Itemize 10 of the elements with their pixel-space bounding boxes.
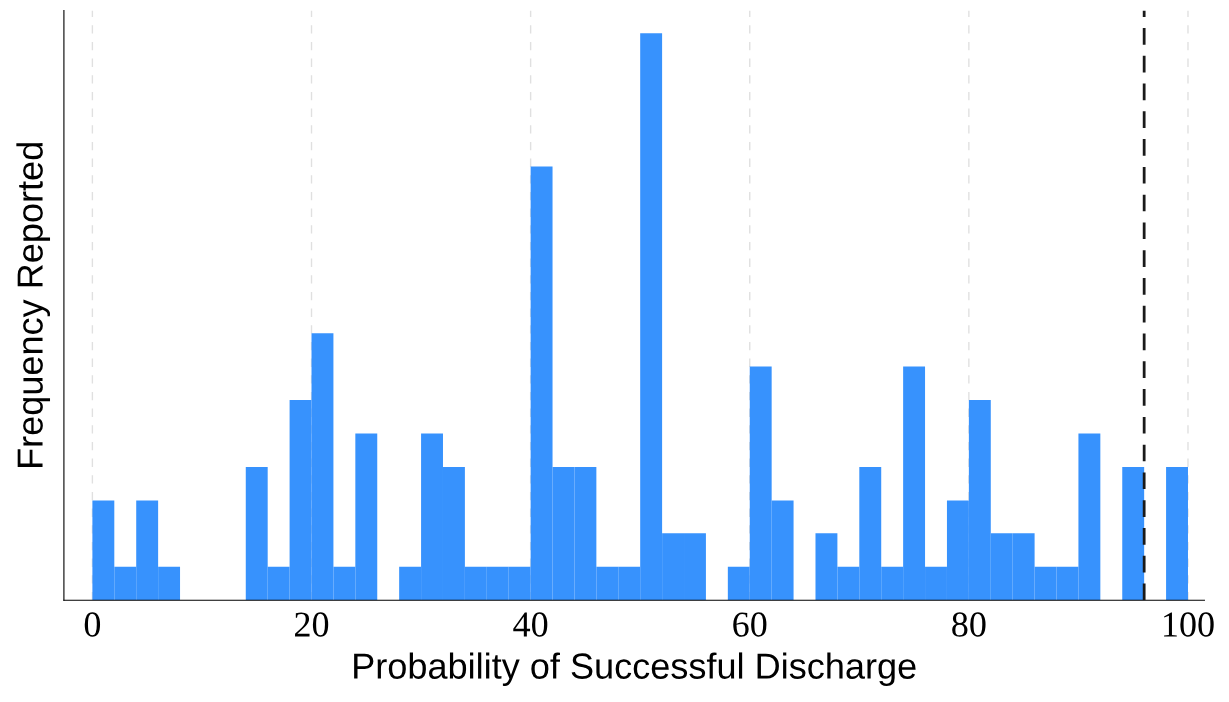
y-axis-title: Frequency Reported — [16, 143, 51, 467]
x-tick-label: 0 — [84, 612, 101, 637]
bar — [1166, 466, 1188, 601]
x-tick-label: 40 — [513, 612, 548, 637]
x-tick-label: 60 — [733, 612, 767, 637]
x-axis-title: Probability of Successful Discharge — [354, 652, 916, 687]
x-tick-label: 80 — [952, 612, 986, 637]
bar — [1122, 466, 1145, 601]
x-tick-label: 100 — [1164, 612, 1214, 637]
x-tick-label: 20 — [295, 612, 329, 637]
